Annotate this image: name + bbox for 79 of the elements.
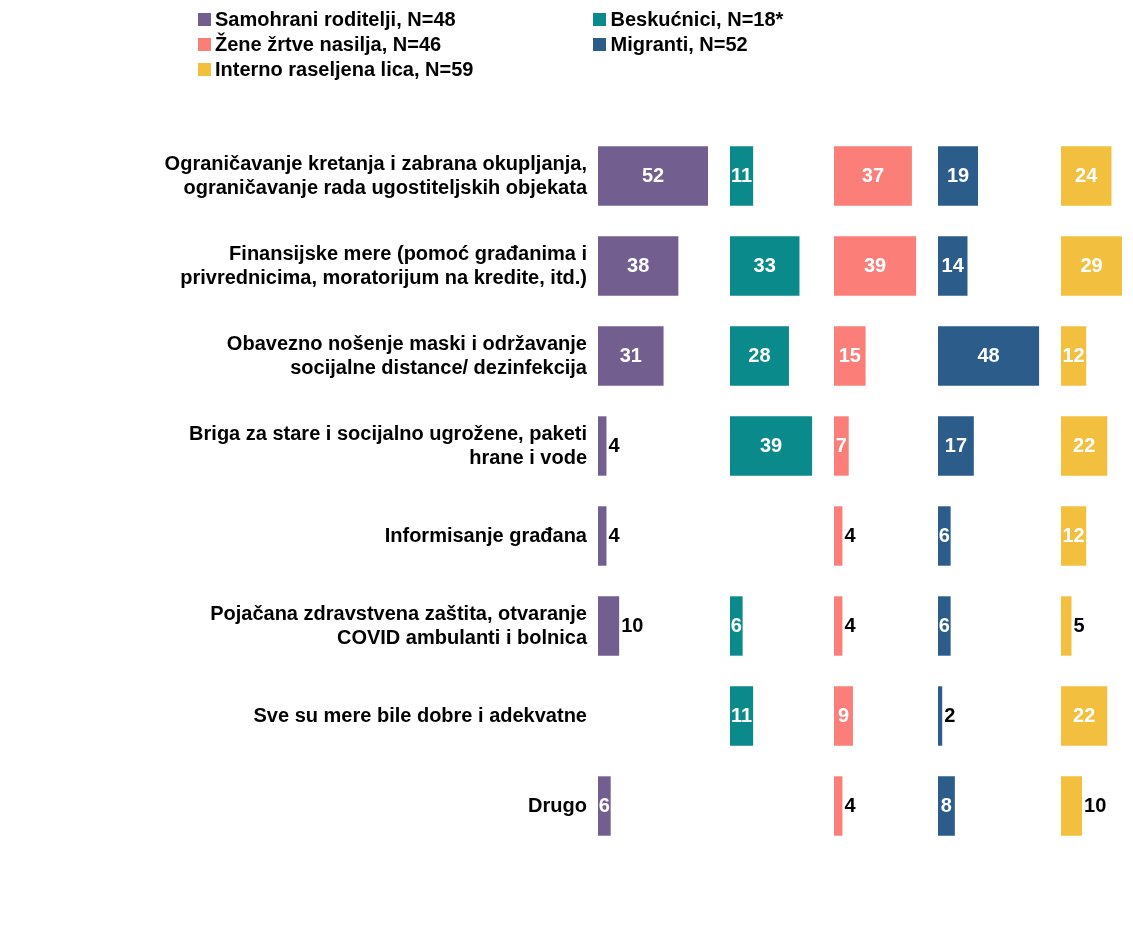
bar — [730, 416, 813, 476]
data-label: 52 — [641, 163, 665, 186]
bar — [1061, 596, 1072, 656]
data-label: 11 — [731, 703, 753, 726]
data-label: 9 — [837, 703, 850, 726]
data-label: 22 — [1073, 703, 1096, 726]
bar — [938, 416, 974, 476]
bar — [598, 416, 607, 476]
bar — [938, 686, 943, 746]
data-label: 12 — [1062, 343, 1085, 366]
bar — [938, 326, 1040, 386]
data-label: 8 — [940, 793, 952, 816]
data-label: 2 — [944, 703, 956, 726]
data-label: 22 — [1073, 433, 1096, 456]
data-label: 10 — [621, 613, 644, 636]
data-label: 37 — [861, 163, 885, 186]
bar — [598, 596, 620, 656]
data-label: 10 — [1084, 793, 1107, 816]
y-tick-label: Ograničavanje kretanja i zabrana okupljanja, ograničavanje rada ugostiteljskih objekata — [164, 151, 588, 198]
bar — [598, 236, 679, 296]
bar — [730, 236, 800, 296]
data-label: 33 — [753, 253, 776, 276]
bar — [1061, 776, 1083, 836]
data-label: 4 — [844, 793, 857, 816]
y-tick-label: Obavezno nošenje maski i održavanje socijalne distance/ dezinfekcija — [226, 331, 588, 378]
data-label: 4 — [608, 523, 621, 546]
bar — [1061, 146, 1112, 206]
data-label: 28 — [748, 343, 771, 366]
data-label: 11 — [731, 163, 753, 186]
data-label: 29 — [1080, 253, 1103, 276]
data-label: 24 — [1075, 163, 1099, 186]
data-label: 6 — [730, 613, 742, 636]
data-label: 5 — [1073, 613, 1085, 636]
legend-label: Migranti, N=52 — [610, 33, 748, 56]
bar — [938, 146, 979, 206]
data-label: 4 — [844, 523, 857, 546]
data-label: 48 — [977, 343, 1000, 366]
bar — [938, 236, 968, 296]
data-label: 38 — [627, 253, 650, 276]
bar — [730, 326, 789, 386]
data-label: 4 — [844, 613, 857, 636]
legend-label: Samohrani roditelji, N=48 — [215, 8, 456, 31]
bar — [834, 236, 917, 296]
bar — [834, 596, 843, 656]
bar — [598, 326, 664, 386]
data-label: 39 — [863, 253, 887, 276]
bar — [598, 506, 607, 566]
data-label: 31 — [619, 343, 642, 366]
bar — [1061, 686, 1108, 746]
y-tick-label: Finansijske mere (pomoć građanima i privrednicima, moratorijum na kredite, itd.) — [180, 241, 587, 288]
legend-label: Interno raseljena lica, N=59 — [215, 58, 474, 81]
y-tick-label: Drugo — [528, 793, 587, 816]
data-label: 19 — [946, 163, 970, 186]
data-label: 14 — [941, 253, 965, 276]
data-label: 6 — [938, 613, 950, 636]
data-label: 12 — [1062, 523, 1085, 546]
bar — [834, 686, 853, 746]
data-label: 6 — [938, 523, 950, 546]
bar — [834, 146, 912, 206]
bar — [834, 776, 843, 836]
legend-label: Žene žrtve nasilja, N=46 — [215, 33, 442, 56]
bar — [834, 506, 843, 566]
data-label: 4 — [608, 433, 621, 456]
y-tick-label: Pojačana zdravstvena zaštita, otvaranje COVID ambulanti i bolnica — [210, 601, 588, 648]
y-tick-label: Informisanje građana — [384, 523, 588, 546]
bar — [834, 326, 866, 386]
data-label: 15 — [838, 343, 861, 366]
bar — [938, 776, 955, 836]
bar — [1061, 416, 1108, 476]
data-label: 39 — [759, 433, 783, 456]
data-label: 7 — [835, 433, 847, 456]
bar — [834, 416, 849, 476]
bar — [598, 146, 708, 206]
legend-label: Beskućnici, N=18* — [610, 8, 784, 31]
data-label: 17 — [944, 433, 968, 456]
y-tick-label: Sve su mere bile dobre i adekvatne — [253, 703, 587, 726]
y-tick-label: Briga za stare i socijalno ugrožene, paketi hrane i vode — [189, 421, 587, 468]
bar — [1061, 236, 1122, 296]
data-label: 6 — [598, 793, 610, 816]
